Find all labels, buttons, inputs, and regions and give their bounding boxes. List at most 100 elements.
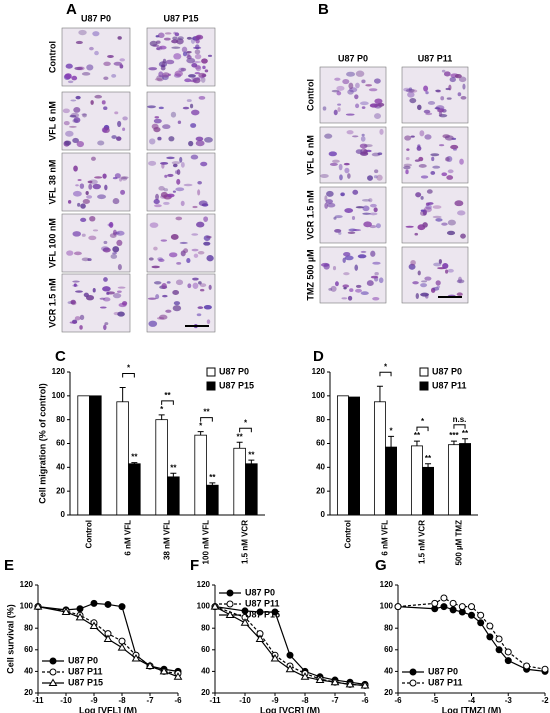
- error-bar: [158, 414, 165, 420]
- cell: [112, 246, 120, 253]
- cell: [149, 222, 159, 228]
- cell: [407, 91, 415, 98]
- panel-label: A: [66, 1, 77, 18]
- cell: [409, 98, 417, 104]
- cell: [341, 297, 348, 300]
- marker: [131, 653, 141, 662]
- cell: [195, 136, 204, 142]
- cell: [198, 72, 207, 78]
- error-bar: [236, 441, 243, 449]
- cell: [191, 63, 198, 68]
- cell: [163, 201, 170, 205]
- cell: [201, 58, 208, 64]
- cell: [416, 145, 422, 151]
- cell: [343, 252, 351, 257]
- error-bar: [425, 463, 432, 468]
- cell: [349, 288, 354, 292]
- cell: [182, 106, 190, 110]
- cell: [172, 163, 178, 168]
- y-tick-label: 80: [384, 623, 393, 632]
- cell: [336, 91, 342, 96]
- cell: [191, 109, 200, 116]
- cell: [200, 161, 208, 167]
- cell: [415, 192, 422, 198]
- cell: [328, 287, 333, 291]
- cell: [182, 51, 188, 57]
- cell: [180, 67, 187, 72]
- cell: [405, 157, 410, 161]
- cell: [360, 250, 367, 253]
- significance-label: *: [199, 422, 203, 431]
- cell: [116, 239, 123, 247]
- cell: [408, 87, 413, 91]
- marker: [360, 680, 370, 689]
- marker: [486, 633, 494, 641]
- cell: [447, 169, 454, 174]
- cell: [173, 301, 181, 306]
- cell: [372, 261, 381, 265]
- legend-label: U87 P0: [432, 366, 462, 376]
- cell: [362, 205, 370, 212]
- cell: [106, 292, 110, 295]
- cell: [361, 79, 366, 84]
- cell: [190, 154, 199, 160]
- cell: [79, 314, 85, 321]
- marker: [75, 612, 85, 621]
- legend-label: U87 P11: [432, 380, 467, 390]
- cell: [73, 251, 82, 256]
- cell: [180, 200, 185, 207]
- cell: [362, 212, 371, 215]
- cell: [344, 255, 354, 261]
- x-tick-label: Control: [344, 520, 353, 548]
- error-bar: [462, 438, 469, 444]
- cell: [153, 126, 161, 133]
- cell: [200, 76, 206, 83]
- cell: [366, 280, 374, 287]
- y-tick-label: 20: [384, 688, 393, 697]
- cell: [333, 216, 337, 220]
- error-bar: [450, 440, 457, 445]
- cell: [458, 276, 462, 283]
- error-bar: [197, 431, 204, 436]
- cell: [332, 266, 337, 271]
- cell: [418, 156, 424, 162]
- error-bar: [388, 435, 395, 448]
- cell: [334, 77, 341, 81]
- cell: [441, 172, 448, 177]
- marker: [33, 602, 43, 610]
- cell: [172, 36, 178, 41]
- cell: [175, 187, 185, 192]
- cell: [359, 101, 369, 106]
- cell: [186, 55, 192, 60]
- y-tick-label: 20: [24, 688, 33, 697]
- cell: [89, 215, 96, 222]
- y-tick-label: 100: [380, 602, 394, 611]
- cell: [343, 287, 347, 290]
- marker: [210, 602, 220, 610]
- marker: [315, 675, 325, 684]
- row-label: Control: [47, 41, 57, 73]
- legend-swatch: [206, 381, 216, 391]
- y-tick-label: 100: [197, 602, 211, 611]
- cell: [443, 71, 451, 77]
- cell: [363, 221, 372, 228]
- cell: [340, 192, 345, 197]
- cell: [197, 180, 202, 185]
- cell: [163, 37, 171, 41]
- cell: [94, 176, 103, 179]
- cell: [187, 283, 192, 289]
- cell: [148, 320, 158, 327]
- cell: [153, 281, 162, 285]
- significance-label: *: [160, 405, 164, 414]
- row-label: VCR 1.5 nM: [305, 190, 315, 240]
- significance-label: **: [209, 473, 216, 482]
- cell: [188, 140, 194, 147]
- cell: [359, 143, 368, 149]
- y-tick-label: 100: [20, 602, 34, 611]
- cell: [117, 263, 122, 271]
- cell: [102, 173, 107, 179]
- cell: [64, 73, 72, 80]
- cell: [420, 292, 429, 297]
- marker: [173, 672, 183, 680]
- cell: [63, 120, 70, 126]
